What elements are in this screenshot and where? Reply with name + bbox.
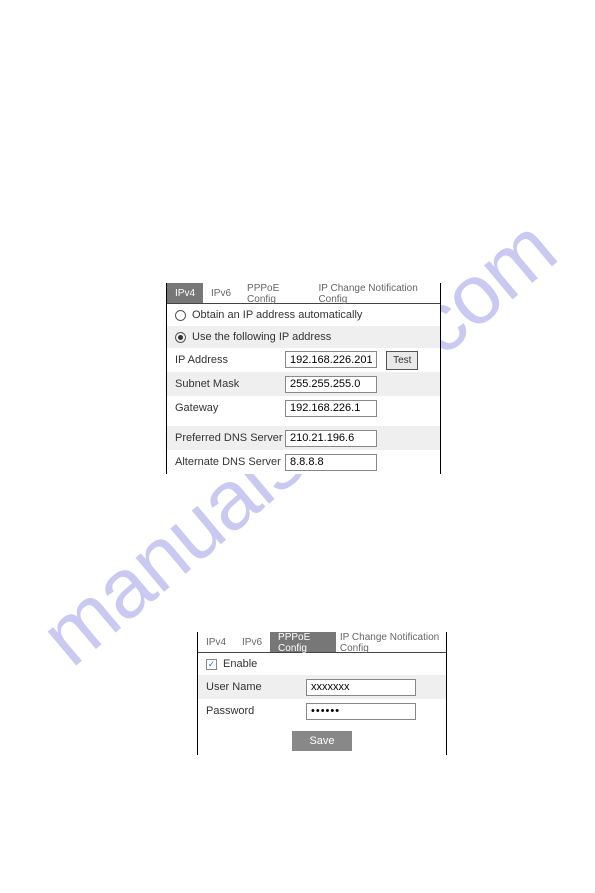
gateway-input[interactable] (285, 400, 377, 417)
ip-address-row: IP Address Test (167, 348, 440, 372)
test-button[interactable]: Test (386, 351, 418, 370)
ipv4-config-panel: IPv4 IPv6 PPPoE Config IP Change Notific… (166, 283, 441, 474)
save-row: Save (198, 723, 446, 755)
radio-obtain-auto-row[interactable]: Obtain an IP address automatically (167, 304, 440, 326)
pref-dns-input[interactable] (285, 430, 377, 447)
subnet-label: Subnet Mask (175, 378, 285, 390)
subnet-row: Subnet Mask (167, 372, 440, 396)
radio-obtain-auto-label: Obtain an IP address automatically (192, 309, 362, 321)
pppoe-config-panel: IPv4 IPv6 PPPoE Config IP Change Notific… (197, 632, 447, 755)
enable-label: Enable (223, 658, 257, 670)
pref-dns-label: Preferred DNS Server (175, 432, 285, 444)
tab-ip-change-notif[interactable]: IP Change Notification Config (310, 283, 440, 303)
gateway-label: Gateway (175, 402, 285, 414)
username-label: User Name (206, 681, 306, 693)
tab-pppoe-config[interactable]: PPPoE Config (239, 283, 310, 303)
tab2-ipv6[interactable]: IPv6 (234, 632, 270, 652)
tab2-ip-change-notif[interactable]: IP Change Notification Config (336, 632, 446, 652)
save-button[interactable]: Save (292, 731, 352, 751)
tab-bar-1: IPv4 IPv6 PPPoE Config IP Change Notific… (167, 283, 440, 304)
tab2-pppoe-config[interactable]: PPPoE Config (270, 632, 336, 652)
tab2-ipv4[interactable]: IPv4 (198, 632, 234, 652)
radio-icon (175, 332, 186, 343)
gateway-row: Gateway (167, 396, 440, 420)
password-input[interactable] (306, 703, 416, 720)
password-label: Password (206, 705, 306, 717)
subnet-input[interactable] (285, 376, 377, 393)
password-row: Password (198, 699, 446, 723)
tab-bar-2: IPv4 IPv6 PPPoE Config IP Change Notific… (198, 632, 446, 653)
username-row: User Name (198, 675, 446, 699)
radio-static-row[interactable]: Use the following IP address (167, 326, 440, 348)
enable-row[interactable]: ✓ Enable (198, 653, 446, 675)
alt-dns-row: Alternate DNS Server (167, 450, 440, 474)
radio-icon (175, 310, 186, 321)
ip-address-label: IP Address (175, 354, 285, 366)
radio-static-label: Use the following IP address (192, 331, 331, 343)
username-input[interactable] (306, 679, 416, 696)
checkbox-icon: ✓ (206, 659, 217, 670)
pref-dns-row: Preferred DNS Server (167, 426, 440, 450)
tab-ipv4[interactable]: IPv4 (167, 283, 203, 303)
ip-address-input[interactable] (285, 351, 377, 368)
alt-dns-label: Alternate DNS Server (175, 456, 285, 468)
tab-ipv6[interactable]: IPv6 (203, 283, 239, 303)
alt-dns-input[interactable] (285, 454, 377, 471)
